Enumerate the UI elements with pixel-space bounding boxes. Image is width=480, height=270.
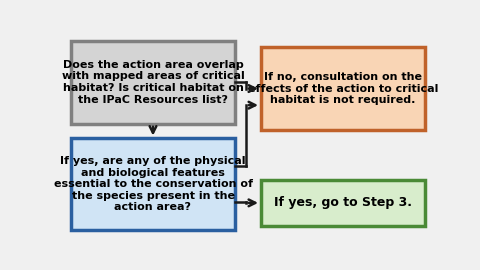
Text: Does the action area overlap
with mapped areas of critical
habitat? Is critical : Does the action area overlap with mapped…	[61, 60, 244, 105]
Text: If yes, are any of the physical
and biological features
essential to the conserv: If yes, are any of the physical and biol…	[53, 156, 252, 212]
FancyBboxPatch shape	[71, 139, 235, 230]
FancyBboxPatch shape	[261, 47, 424, 130]
Text: If yes, go to Step 3.: If yes, go to Step 3.	[274, 196, 412, 209]
FancyBboxPatch shape	[261, 180, 424, 226]
Text: If no, consultation on the
effects of the action to critical
habitat is not requ: If no, consultation on the effects of th…	[248, 72, 438, 105]
FancyBboxPatch shape	[71, 41, 235, 124]
